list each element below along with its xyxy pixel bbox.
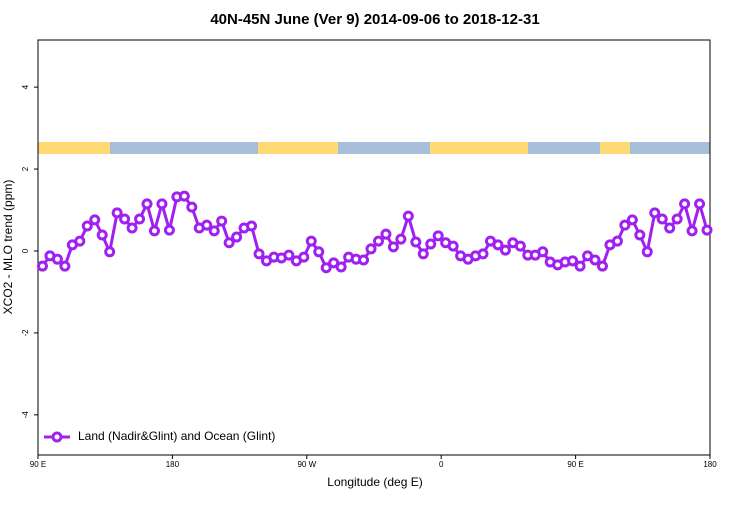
data-point xyxy=(574,260,586,272)
data-point xyxy=(51,253,63,265)
data-point xyxy=(59,260,71,272)
data-point xyxy=(694,198,706,210)
data-point xyxy=(253,248,265,260)
data-point xyxy=(81,220,93,232)
data-point xyxy=(499,244,511,256)
data-point xyxy=(313,246,325,258)
data-point xyxy=(514,240,526,252)
land-band xyxy=(258,142,338,154)
data-point xyxy=(417,248,429,260)
x-tick-label: 180 xyxy=(166,460,180,469)
x-tick-label: 180 xyxy=(703,460,717,469)
data-point xyxy=(36,260,48,272)
data-point xyxy=(104,246,116,258)
data-point xyxy=(537,246,549,258)
data-point xyxy=(365,243,377,255)
land-band xyxy=(38,142,110,154)
y-tick-label: -4 xyxy=(21,411,30,419)
data-point xyxy=(358,254,370,266)
data-point xyxy=(372,235,384,247)
land-band xyxy=(430,142,528,154)
data-point xyxy=(231,231,243,243)
data-point xyxy=(178,190,190,202)
data-point xyxy=(89,214,101,226)
data-point xyxy=(664,222,676,234)
data-point xyxy=(596,260,608,272)
y-tick-label: 4 xyxy=(21,84,30,89)
data-point xyxy=(649,207,661,219)
data-point xyxy=(634,229,646,241)
data-point xyxy=(119,213,131,225)
data-point xyxy=(380,228,392,240)
data-point xyxy=(186,201,198,213)
ocean-band xyxy=(38,142,710,154)
data-point xyxy=(395,233,407,245)
data-point xyxy=(477,248,489,260)
data-point xyxy=(686,225,698,237)
data-point xyxy=(134,213,146,225)
data-point xyxy=(126,222,138,234)
data-point xyxy=(611,235,623,247)
legend-marker xyxy=(51,431,63,443)
data-point xyxy=(216,215,228,227)
data-point xyxy=(701,224,713,236)
data-point xyxy=(111,207,123,219)
data-point xyxy=(589,254,601,266)
data-point xyxy=(96,229,108,241)
data-point xyxy=(447,240,459,252)
data-point xyxy=(387,241,399,253)
data-point xyxy=(432,230,444,242)
land-mask-strip xyxy=(38,142,710,154)
data-point xyxy=(619,219,631,231)
x-axis-label: Longitude (deg E) xyxy=(327,475,422,489)
land-band xyxy=(600,142,630,154)
data-point xyxy=(626,214,638,226)
legend-label: Land (Nadir&Glint) and Ocean (Glint) xyxy=(78,429,275,443)
data-point xyxy=(410,236,422,248)
legend: Land (Nadir&Glint) and Ocean (Glint) xyxy=(44,429,275,443)
data-point xyxy=(201,219,213,231)
y-tick-label: -2 xyxy=(21,329,30,337)
data-point xyxy=(156,198,168,210)
data-point xyxy=(223,237,235,249)
data-point xyxy=(492,239,504,251)
data-point xyxy=(402,210,414,222)
data-point xyxy=(641,246,653,258)
data-point xyxy=(298,251,310,263)
data-point xyxy=(283,249,295,261)
data-point xyxy=(335,261,347,273)
x-tick-label: 90 E xyxy=(30,460,46,469)
data-point xyxy=(320,262,332,274)
data-point xyxy=(74,235,86,247)
y-tick-label: 2 xyxy=(21,166,30,171)
x-tick-label: 90 E xyxy=(567,460,583,469)
x-tick-label: 90 W xyxy=(297,460,316,469)
data-point xyxy=(148,225,160,237)
data-point xyxy=(208,225,220,237)
data-point xyxy=(671,213,683,225)
data-point xyxy=(246,220,258,232)
data-point xyxy=(679,198,691,210)
chart-title: 40N-45N June (Ver 9) 2014-09-06 to 2018-… xyxy=(210,11,539,28)
y-tick-label: 0 xyxy=(21,248,30,253)
x-tick-label: 0 xyxy=(439,460,444,469)
data-point xyxy=(425,238,437,250)
plot-frame xyxy=(37,39,711,456)
data-point xyxy=(141,198,153,210)
data-point xyxy=(656,213,668,225)
data-point xyxy=(305,235,317,247)
data-point xyxy=(567,255,579,267)
y-axis-label: XCO2 - MLO trend (ppm) xyxy=(1,180,15,315)
data-point xyxy=(163,224,175,236)
